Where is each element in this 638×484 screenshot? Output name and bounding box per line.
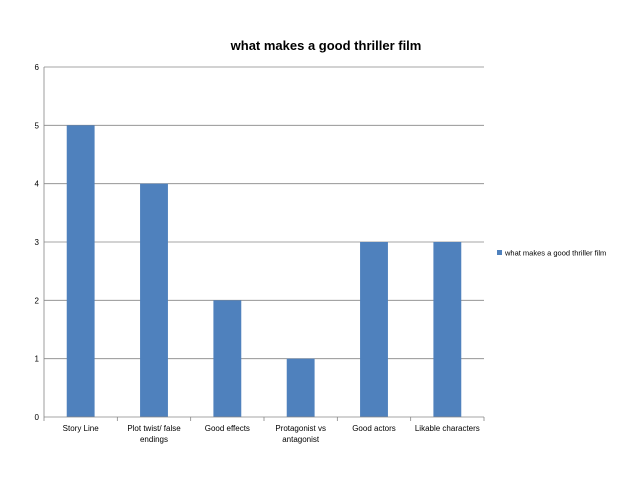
bar: [66, 125, 95, 417]
legend-swatch: [497, 250, 502, 255]
x-tick-label: Good actors: [352, 424, 396, 433]
x-tick-label: Likable characters: [415, 424, 480, 433]
y-tick-label: 0: [35, 413, 40, 422]
bar: [140, 183, 168, 417]
x-tick-label: Good effects: [205, 424, 250, 433]
bar: [360, 242, 388, 417]
x-tick-label: Protagonist vs antagonist: [275, 424, 326, 444]
y-tick-label: 6: [35, 63, 40, 72]
x-tick-label: Story Line: [63, 424, 100, 433]
bar: [433, 242, 462, 417]
x-tick-label: Plot twist/ false endings: [127, 424, 181, 444]
axes: [43, 67, 485, 421]
y-tick-label: 4: [35, 180, 40, 189]
x-axis-tick-labels: Story Line Plot twist/ false endings Good e…: [63, 424, 480, 444]
bars: [66, 125, 462, 417]
y-tick-label: 3: [35, 238, 40, 247]
chart-title: what makes a good thriller film: [230, 38, 422, 53]
gridlines: [44, 66, 484, 360]
y-tick-label: 2: [35, 296, 40, 305]
y-tick-label: 1: [35, 355, 40, 364]
bar: [213, 300, 242, 417]
y-axis-tick-labels: 0 1 2 3 4 5 6: [35, 63, 40, 422]
y-tick-label: 5: [35, 121, 40, 130]
legend: what makes a good thriller film: [497, 249, 606, 258]
legend-label: what makes a good thriller film: [504, 249, 606, 258]
bar: [286, 358, 315, 417]
